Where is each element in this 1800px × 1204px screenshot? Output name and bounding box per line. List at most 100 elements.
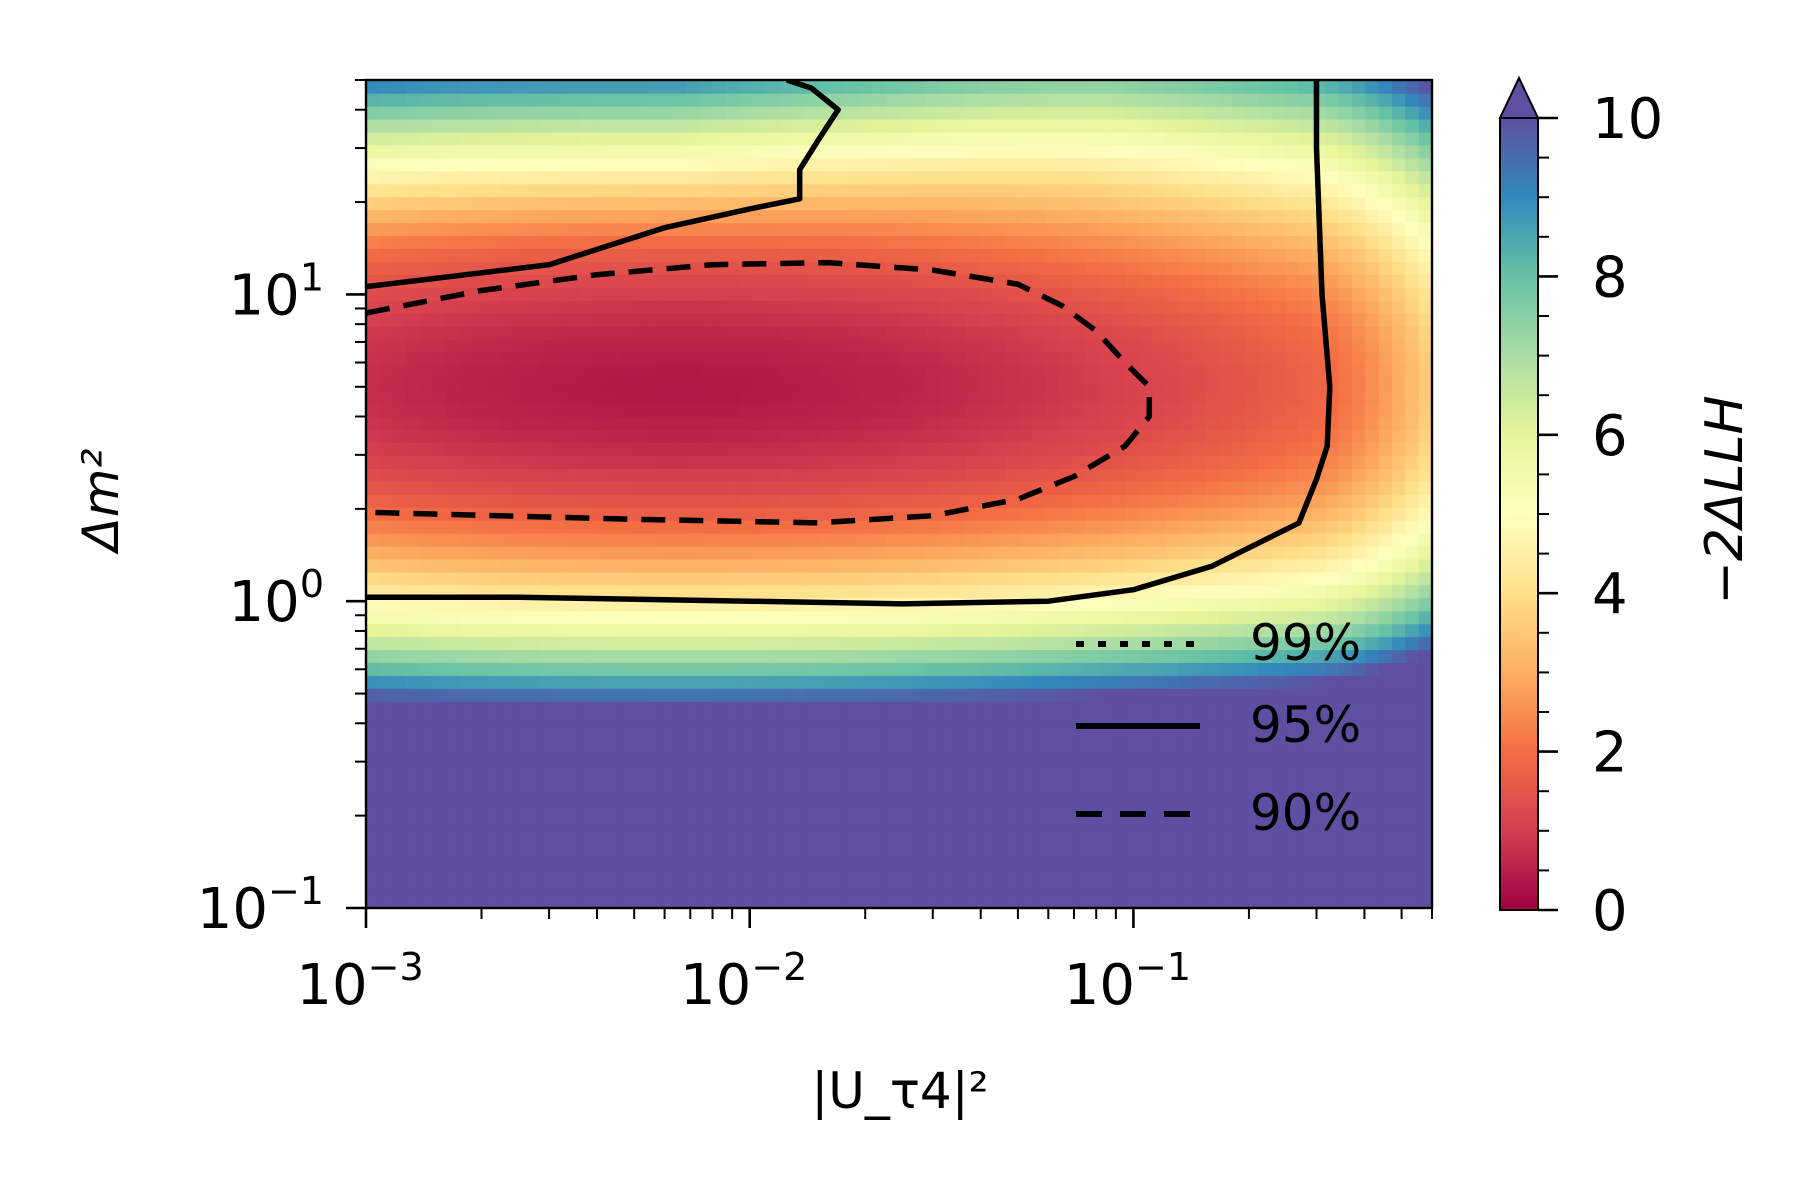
heatmap-cell — [912, 248, 927, 262]
heatmap-cell — [445, 196, 461, 211]
heatmap-cell — [712, 662, 727, 676]
heatmap-cell — [978, 701, 994, 715]
heatmap-cell — [1352, 675, 1367, 689]
heatmap-cell — [1192, 118, 1207, 133]
heatmap-cell — [1378, 739, 1393, 754]
heatmap-cell — [392, 610, 407, 625]
heatmap-cell — [1378, 248, 1393, 262]
heatmap-cell — [445, 636, 461, 651]
heatmap-cell — [685, 571, 700, 586]
heatmap-cell — [605, 895, 620, 908]
heatmap-cell — [912, 662, 927, 676]
heatmap-cell — [872, 351, 887, 366]
heatmap-cell — [499, 739, 514, 754]
heatmap-cell — [859, 701, 874, 715]
heatmap-cell — [405, 144, 421, 159]
heatmap-cell — [619, 649, 634, 663]
heatmap-cell — [1218, 131, 1233, 146]
heatmap-cell — [899, 274, 914, 288]
heatmap-cell — [965, 235, 980, 249]
heatmap-cell — [1178, 287, 1193, 301]
heatmap-cell — [712, 623, 727, 638]
heatmap-cell — [1245, 209, 1260, 224]
heatmap-cell — [725, 196, 740, 211]
heatmap-cell — [925, 92, 940, 107]
heatmap-cell — [712, 481, 727, 495]
heatmap-cell — [925, 377, 940, 392]
heatmap-cell — [885, 403, 900, 418]
heatmap-cell — [445, 662, 461, 676]
heatmap-cell — [752, 287, 767, 301]
heatmap-cell — [978, 455, 994, 469]
heatmap-cell — [899, 455, 914, 469]
heatmap-cell — [845, 442, 860, 456]
heatmap-cell — [845, 170, 860, 185]
heatmap-cell — [1392, 287, 1407, 301]
heatmap-cell — [1205, 481, 1220, 495]
heatmap-cell — [712, 843, 727, 858]
heatmap-cell — [699, 494, 714, 508]
heatmap-cell — [1165, 222, 1180, 237]
heatmap-cell — [819, 791, 834, 806]
heatmap-cell — [432, 338, 447, 353]
heatmap-cell — [965, 752, 980, 767]
heatmap-cell — [1298, 92, 1313, 107]
heatmap-cell — [978, 662, 994, 676]
heatmap-cell — [419, 364, 434, 379]
heatmap-cell — [752, 157, 767, 172]
heatmap-cell — [872, 584, 887, 599]
heatmap-cell — [765, 843, 780, 858]
heatmap-cell — [1378, 131, 1393, 146]
heatmap-cell — [1365, 882, 1380, 896]
heatmap-cell — [792, 442, 807, 456]
heatmap-cell — [978, 830, 994, 845]
heatmap-cell — [965, 571, 980, 586]
heatmap-cell — [512, 597, 527, 612]
heatmap-cell — [872, 209, 887, 224]
heatmap-cell — [432, 726, 447, 741]
heatmap-cell — [845, 558, 860, 573]
heatmap-cell — [659, 532, 674, 547]
heatmap-cell — [1352, 882, 1367, 896]
heatmap-cell — [1032, 713, 1047, 728]
heatmap-cell — [725, 726, 740, 741]
heatmap-cell — [819, 429, 834, 444]
heatmap-cell — [1352, 778, 1367, 793]
heatmap-cell — [659, 209, 674, 224]
heatmap-cell — [579, 364, 594, 379]
heatmap-cell — [1192, 468, 1207, 482]
heatmap-cell — [1018, 882, 1034, 896]
heatmap-cell — [938, 364, 954, 379]
heatmap-cell — [472, 636, 487, 651]
heatmap-cell — [1325, 726, 1340, 741]
heatmap-cell — [592, 701, 607, 715]
heatmap-cell — [1378, 636, 1393, 651]
heatmap-cell — [792, 377, 807, 392]
heatmap-cell — [1325, 209, 1340, 224]
heatmap-cell — [1258, 506, 1273, 521]
heatmap-cell — [525, 209, 541, 224]
heatmap-cell — [859, 157, 874, 172]
heatmap-cell — [832, 636, 847, 651]
heatmap-cell — [752, 183, 767, 198]
heatmap-cell — [1392, 558, 1407, 573]
heatmap-cell — [1018, 222, 1034, 237]
heatmap-cell — [1232, 869, 1247, 883]
heatmap-cell — [938, 338, 954, 353]
heatmap-cell — [632, 131, 647, 146]
heatmap-cell — [712, 235, 727, 249]
heatmap-cell — [885, 235, 900, 249]
heatmap-cell — [752, 455, 767, 469]
heatmap-cell — [1232, 390, 1247, 405]
heatmap-cell — [419, 494, 434, 508]
heatmap-cell — [539, 675, 554, 689]
heatmap-cell — [938, 248, 954, 262]
heatmap-cell — [1072, 429, 1087, 444]
heatmap-cell — [978, 856, 994, 870]
heatmap-cell — [725, 299, 740, 314]
heatmap-cell — [1085, 196, 1100, 211]
heatmap-cell — [832, 299, 847, 314]
heatmap-cell — [1218, 713, 1233, 728]
heatmap-cell — [1245, 882, 1260, 896]
heatmap-cell — [552, 287, 567, 301]
